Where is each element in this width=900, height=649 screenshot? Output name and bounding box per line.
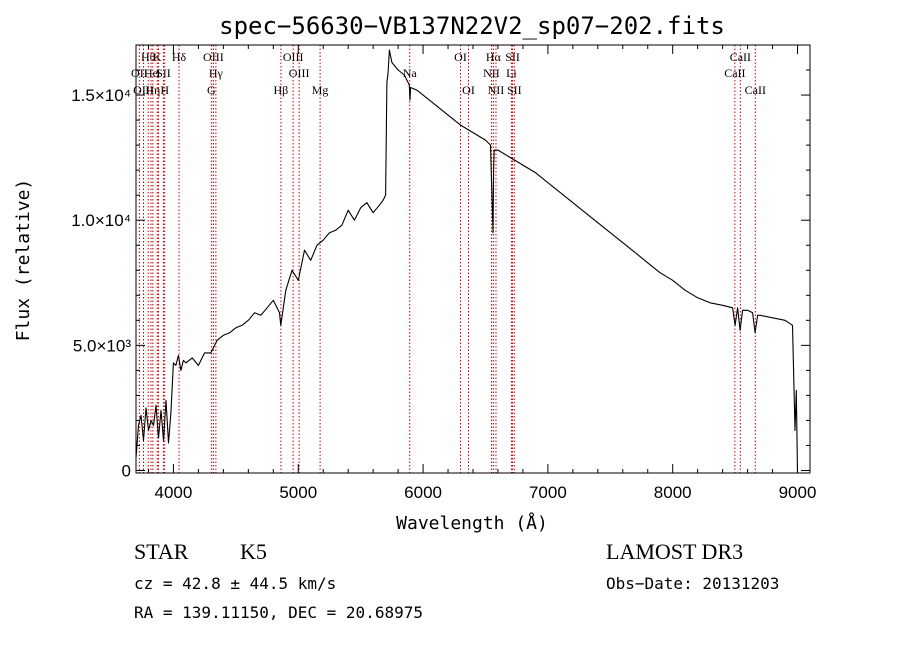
emission-line-label-15: OIII bbox=[289, 66, 310, 80]
emission-line-label-18: OI bbox=[454, 50, 467, 64]
x-tick-label: 8000 bbox=[654, 483, 692, 502]
x-tick-label: 9000 bbox=[779, 483, 817, 502]
emission-line-label-13: Hβ bbox=[274, 83, 289, 97]
emission-line-label-14: OIII bbox=[283, 50, 304, 64]
emission-line-label-28: CaII bbox=[745, 83, 766, 97]
emission-line-label-25: SII bbox=[507, 83, 522, 97]
chart-title: spec−56630−VB137N22V2_sp07−202.fits bbox=[219, 12, 725, 40]
emission-line-label-5: K bbox=[153, 50, 162, 64]
emission-line-label-6: I bbox=[156, 66, 160, 80]
x-tick-label: 6000 bbox=[404, 483, 442, 502]
emission-line-label-11: Hγ bbox=[209, 66, 224, 80]
spectrum-series bbox=[135, 49, 799, 474]
observation-date: Obs−Date: 20131203 bbox=[606, 574, 780, 593]
x-tick-label: 7000 bbox=[529, 483, 567, 502]
emission-line-label-22: NII bbox=[488, 83, 505, 97]
emission-line-label-9: Hδ bbox=[172, 50, 187, 64]
emission-line-label-12: G bbox=[207, 83, 216, 97]
emission-line-label-7: SII bbox=[156, 66, 171, 80]
survey-name: LAMOST DR3 bbox=[606, 539, 744, 564]
emission-line-label-27: CaII bbox=[724, 66, 745, 80]
emission-line-label-17: Na bbox=[403, 66, 418, 80]
y-axis-label: Flux (relative) bbox=[13, 179, 34, 342]
emission-line-label-2: OIII bbox=[133, 83, 154, 97]
x-axis-label: Wavelength (Å) bbox=[396, 512, 548, 534]
emission-line-label-10: OIII bbox=[203, 50, 224, 64]
emission-line-label-26: CaII bbox=[730, 50, 751, 64]
object-subclass: K5 bbox=[240, 539, 267, 564]
emission-line-label-4: Hη bbox=[145, 83, 160, 97]
plot-frame bbox=[135, 44, 811, 474]
axes: 4000 5000 6000 7000 8000 9000 0 5.0×10³ 1.0×10⁴ 1… bbox=[71, 44, 817, 502]
x-tick-label: 4000 bbox=[155, 483, 193, 502]
y-tick-label: 0 bbox=[122, 461, 131, 480]
emission-line-label-24: Li bbox=[506, 66, 517, 80]
emission-line-label-0: Hθ bbox=[141, 50, 156, 64]
emission-line-label-8: H bbox=[160, 83, 169, 97]
x-tick-label: 5000 bbox=[279, 483, 317, 502]
emission-line-label-20: Hα bbox=[486, 50, 502, 64]
emission-line-label-19: OI bbox=[462, 83, 475, 97]
emission-line-label-16: Mg bbox=[312, 83, 329, 97]
y-tick-label: 1.5×10⁴ bbox=[71, 86, 131, 105]
object-class: STAR bbox=[134, 539, 189, 564]
emission-line-label-21: NII bbox=[483, 66, 500, 80]
y-tick-label: 1.0×10⁴ bbox=[71, 211, 131, 230]
emission-line-label-23: SII bbox=[505, 50, 520, 64]
emission-line-label-3: He bbox=[144, 66, 158, 80]
spectrum-line bbox=[135, 49, 799, 474]
y-tick-label: 5.0×10³ bbox=[73, 336, 131, 355]
redshift-velocity: cz = 42.8 ± 44.5 km/s bbox=[134, 574, 337, 593]
sky-coordinates: RA = 139.11150, DEC = 20.68975 bbox=[134, 603, 423, 622]
